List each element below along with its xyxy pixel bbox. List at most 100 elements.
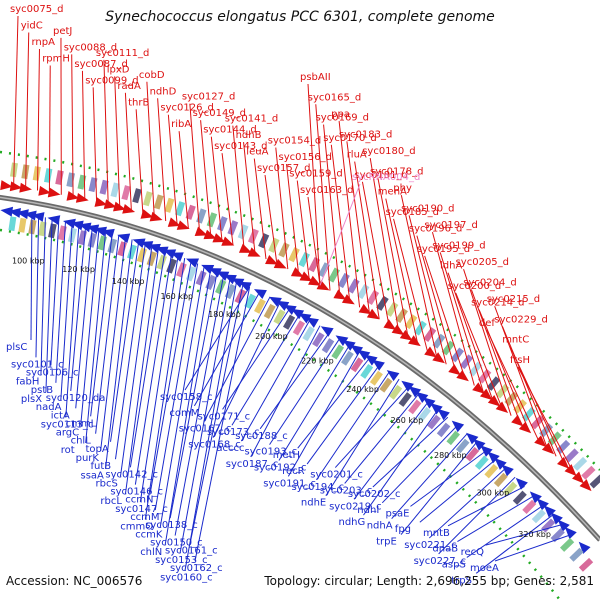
gene-label: syc0087_d bbox=[74, 59, 127, 70]
gene-label: ccmN bbox=[125, 495, 153, 506]
gene-label: ndhA bbox=[367, 521, 393, 532]
outer-feature-block bbox=[132, 188, 142, 204]
gene-label: syc0215_d bbox=[487, 294, 540, 305]
gene-label: syc0120_da bbox=[46, 393, 106, 404]
inner-feature-block bbox=[398, 392, 412, 407]
label-leader-line bbox=[135, 109, 144, 215]
gene-label: syc0196_d bbox=[409, 224, 462, 235]
reverse-gene-arrow bbox=[401, 380, 414, 392]
inner-feature-block bbox=[126, 244, 138, 260]
forward-gene-arrow bbox=[140, 209, 154, 219]
inner-feature-block bbox=[77, 230, 88, 246]
label-leader-line bbox=[134, 253, 173, 485]
gene-label: fabH bbox=[16, 377, 40, 388]
inner-feature-band bbox=[8, 216, 594, 572]
label-leader-line bbox=[179, 277, 231, 553]
label-leader-line bbox=[164, 268, 212, 545]
label-leader-line bbox=[297, 357, 370, 449]
gene-label: syc0221_c bbox=[404, 540, 457, 551]
gene-label: syc0138_c bbox=[145, 520, 198, 531]
label-leader-line bbox=[424, 255, 466, 379]
reverse-gene-arrow bbox=[170, 252, 184, 262]
label-leader-line bbox=[457, 495, 535, 543]
forward-gene-arrow bbox=[534, 435, 547, 448]
gene-label: dnaB bbox=[432, 544, 458, 555]
forward-gene-arrow bbox=[221, 236, 235, 246]
label-leader-line bbox=[381, 425, 458, 504]
forward-gene-arrow bbox=[487, 395, 501, 407]
label-leader-line bbox=[189, 283, 244, 544]
forward-gene-arrow bbox=[557, 456, 570, 469]
reverse-gene-arrow bbox=[350, 344, 364, 356]
gene-label: syc0158_c bbox=[160, 392, 213, 403]
label-leader-line bbox=[184, 280, 238, 571]
gene-label: purK bbox=[76, 453, 100, 464]
outer-feature-block bbox=[217, 216, 228, 232]
inner-feature-block bbox=[389, 384, 403, 400]
outer-feature-block bbox=[564, 448, 579, 463]
label-leader-line bbox=[307, 196, 321, 286]
forward-gene-arrow bbox=[194, 226, 208, 236]
label-leader-line bbox=[103, 59, 109, 206]
forward-gene-arrow bbox=[579, 479, 592, 492]
gene-label: topA bbox=[86, 444, 109, 455]
reverse-gene-arrow bbox=[473, 438, 486, 451]
gene-label: cmmO bbox=[120, 521, 153, 532]
gene-label: trpE bbox=[376, 537, 397, 548]
forward-gene-arrow bbox=[448, 363, 461, 376]
gene-label: syc0194_c bbox=[292, 482, 345, 493]
outer-feature-block bbox=[513, 399, 527, 414]
gene-label: recQ bbox=[461, 547, 485, 558]
forward-gene-arrow bbox=[247, 247, 261, 257]
label-leader-line bbox=[377, 178, 409, 338]
label-leader-line bbox=[286, 163, 300, 275]
genome-summary-text: Topology: circular; Length: 2,696,255 bp… bbox=[264, 574, 594, 588]
label-leader-line bbox=[501, 326, 557, 457]
forward-gene-arrow bbox=[308, 275, 322, 286]
gene-label: syc0180_d bbox=[362, 146, 415, 157]
label-leader-line bbox=[222, 307, 291, 410]
reverse-strand-band bbox=[0, 206, 591, 554]
label-leader-line bbox=[250, 325, 321, 458]
inner-feature-block bbox=[48, 223, 57, 239]
gene-label: ndhD bbox=[150, 86, 177, 97]
gene-label: comM bbox=[169, 408, 199, 419]
gene-label: syc0183_d bbox=[339, 129, 392, 140]
forward-gene-arrow bbox=[238, 243, 252, 253]
label-leader-line bbox=[221, 153, 234, 246]
gene-label: syc0168_c bbox=[188, 440, 241, 451]
inner-feature-block bbox=[436, 422, 451, 438]
gene-label: syc0167_c bbox=[179, 424, 232, 435]
reverse-gene-arrow bbox=[437, 408, 450, 421]
outer-feature-block bbox=[521, 407, 536, 422]
gene-label: syc0075_d bbox=[10, 4, 63, 15]
outer-feature-block bbox=[404, 314, 418, 330]
gene-label: syc0141_d bbox=[225, 114, 278, 125]
inner-feature-block bbox=[283, 314, 296, 330]
outer-feature-block bbox=[175, 201, 186, 217]
forward-gene-arrow bbox=[290, 267, 304, 277]
label-leader-line bbox=[439, 252, 485, 394]
label-leader-line bbox=[50, 220, 60, 366]
forward-gene-arrow bbox=[424, 346, 437, 358]
label-leader-line bbox=[178, 131, 189, 229]
label-leader-line bbox=[37, 48, 40, 191]
inner-feature-block bbox=[446, 430, 461, 446]
label-leader-line bbox=[344, 393, 420, 484]
inner-feature-block bbox=[331, 344, 345, 360]
reverse-gene-arrow bbox=[186, 258, 200, 268]
gene-label: syc0159_d bbox=[289, 169, 342, 180]
reverse-gene-arrow bbox=[430, 403, 443, 415]
gene-label: ribA bbox=[171, 119, 191, 130]
reverse-gene-arrow bbox=[298, 313, 312, 324]
gene-label: syc0161_c bbox=[165, 546, 218, 557]
label-leader-line bbox=[75, 227, 93, 409]
kbp-tick-label: 260 kbp bbox=[391, 416, 424, 425]
label-leader-line bbox=[264, 175, 278, 265]
label-leader-line bbox=[169, 271, 218, 519]
reverse-gene-arrow bbox=[372, 359, 385, 371]
inner-feature-block bbox=[379, 377, 393, 393]
label-leader-line bbox=[315, 104, 331, 291]
inner-feature-block bbox=[512, 490, 527, 505]
